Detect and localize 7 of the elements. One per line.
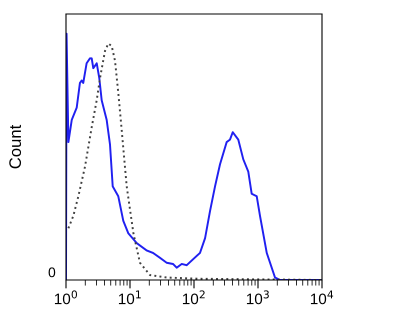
y-axis-title: Count bbox=[9, 124, 22, 168]
x-tick-label: 10$^{2}$ bbox=[182, 290, 205, 304]
x-tick-label: 10$^{0}$ bbox=[54, 290, 78, 304]
x-tick-label: 10$^{3}$ bbox=[246, 290, 269, 304]
x-tick-label: 10$^{1}$ bbox=[118, 290, 141, 304]
x-tick-label: 10$^{4}$ bbox=[310, 290, 334, 304]
text: 0 bbox=[48, 267, 56, 278]
